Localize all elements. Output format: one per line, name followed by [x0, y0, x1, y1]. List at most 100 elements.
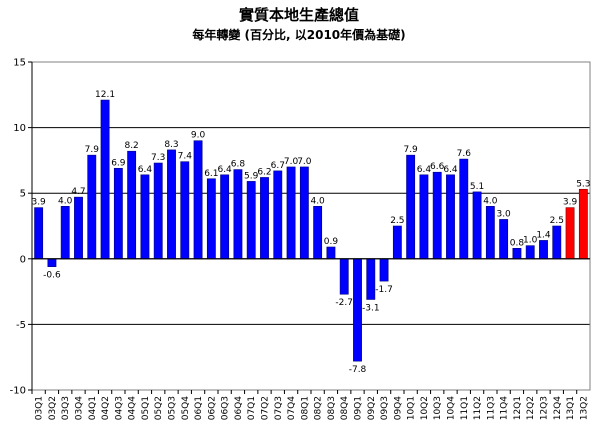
bar-07Q4: [286, 166, 296, 260]
data-label: 5.3: [576, 179, 590, 189]
x-tick-label: 08Q1: [300, 396, 310, 420]
x-tick-label: 09Q3: [380, 396, 390, 420]
x-tick-label: 04Q4: [128, 396, 138, 421]
x-tick-labels: 03Q1 03Q2 03Q3 03Q4 04Q1 04Q2 04Q3 04Q4 05Q1 05Q2…: [35, 396, 590, 421]
x-tick-label: 13Q2: [579, 396, 589, 420]
data-label: 7.0: [297, 157, 312, 167]
bar-06Q4: [233, 169, 243, 260]
y-tick-label: 10: [13, 123, 26, 134]
data-label: 4.0: [310, 196, 325, 206]
bar-12Q2: [525, 245, 535, 260]
x-tick-label: 04Q3: [114, 396, 124, 420]
data-label: -3.1: [362, 303, 380, 313]
data-label: 6.4: [417, 165, 432, 175]
data-label: 7.9: [403, 145, 418, 155]
y-tick-label: 5: [20, 189, 26, 200]
y-tick-labels: -10 -5 0 5 10 15: [10, 58, 26, 397]
bar-06Q3: [220, 174, 230, 260]
x-tick-label: 10Q4: [447, 396, 457, 421]
x-tick-label: 11Q1: [460, 396, 470, 420]
x-tick-label: 03Q4: [75, 396, 85, 421]
bar-04Q3: [113, 167, 123, 260]
y-tick-label: 15: [13, 58, 26, 69]
x-tick-label: 12Q3: [540, 396, 550, 420]
data-label: 7.0: [284, 157, 299, 167]
x-tick-label: 10Q3: [433, 396, 443, 420]
bar-04Q4: [127, 150, 137, 260]
x-tick-label: 11Q4: [500, 396, 510, 421]
data-label: 7.3: [151, 153, 165, 163]
data-label: -7.8: [349, 365, 367, 375]
x-tick-label: 07Q2: [261, 396, 271, 420]
x-tick-label: 10Q2: [420, 396, 430, 420]
x-tick-label: 09Q1: [354, 396, 364, 420]
bar-07Q1: [246, 181, 256, 260]
x-tick-label: 12Q4: [553, 396, 563, 421]
x-tick-label: 08Q4: [340, 396, 350, 421]
bar-08Q1: [299, 166, 309, 260]
data-label: 0.8: [510, 238, 525, 248]
chart-title: 實質本地生產總值: [238, 6, 359, 24]
data-label: 7.6: [457, 149, 472, 159]
data-label: 6.8: [231, 160, 246, 170]
x-tick-label: 12Q2: [526, 396, 536, 420]
bar-07Q2: [260, 177, 269, 260]
x-tick-label: 05Q4: [181, 396, 191, 421]
data-labels: 3.9-0.64.04.77.912.16.98.26.47.38.37.49.…: [31, 90, 590, 375]
bar-12Q3: [539, 240, 548, 260]
bar-08Q2: [313, 206, 323, 260]
data-label: 2.5: [550, 216, 564, 226]
chart-subtitle: 每年轉變 (百分比, 以2010年價為基礎): [192, 28, 406, 42]
data-label: -1.7: [375, 285, 393, 295]
bar-11Q1: [459, 158, 469, 260]
bar-08Q4: [339, 258, 349, 295]
bar-10Q4: [446, 174, 455, 260]
data-label: -0.6: [43, 271, 61, 281]
bar-04Q2: [100, 99, 110, 260]
data-label: 8.2: [124, 141, 138, 151]
data-label: 3.9: [31, 198, 46, 208]
bar-11Q3: [485, 206, 495, 260]
x-tick-label: 05Q1: [141, 396, 151, 420]
data-label: 6.7: [271, 161, 285, 171]
y-tick-label: -10: [10, 386, 26, 397]
axes: [28, 61, 591, 394]
x-tick-label: 09Q2: [367, 396, 377, 420]
bar-12Q4: [552, 225, 562, 260]
y-tick-label: 0: [20, 254, 26, 265]
data-label: 5.9: [244, 171, 259, 181]
data-label: 1.4: [536, 230, 551, 240]
x-tick-label: 05Q2: [154, 396, 164, 420]
x-tick-label: 03Q3: [61, 396, 71, 420]
x-tick-label: 06Q2: [207, 396, 217, 420]
x-tick-label: 06Q3: [221, 396, 231, 420]
data-label: 3.0: [496, 209, 511, 219]
data-label: 6.2: [257, 167, 271, 177]
data-label: 0.9: [324, 237, 339, 247]
x-tick-label: 11Q3: [486, 396, 496, 420]
bar-13Q2: [578, 188, 588, 260]
data-label: 8.3: [164, 140, 178, 150]
bar-09Q3: [379, 258, 389, 282]
data-label: 4.0: [58, 196, 73, 206]
data-label: 4.0: [483, 196, 498, 206]
bar-09Q4: [392, 225, 402, 260]
x-tick-label: 12Q1: [513, 396, 523, 420]
data-label: 9.0: [191, 131, 206, 141]
data-label: 6.4: [217, 165, 232, 175]
bar-08Q3: [326, 246, 336, 260]
bar-03Q1: [34, 207, 44, 260]
bar-05Q4: [180, 161, 190, 260]
data-label: 5.1: [470, 182, 484, 192]
bar-11Q4: [499, 219, 509, 260]
data-label: 1.0: [523, 236, 538, 246]
data-label: 6.1: [204, 169, 218, 179]
bar-10Q2: [419, 174, 429, 260]
x-tick-label: 07Q1: [247, 396, 257, 420]
data-label: 6.4: [443, 165, 458, 175]
x-tick-label: 07Q3: [274, 396, 284, 420]
data-label: 4.7: [71, 187, 85, 197]
y-tick-label: -5: [16, 320, 26, 331]
bar-05Q2: [153, 162, 163, 260]
bar-05Q1: [140, 174, 150, 260]
